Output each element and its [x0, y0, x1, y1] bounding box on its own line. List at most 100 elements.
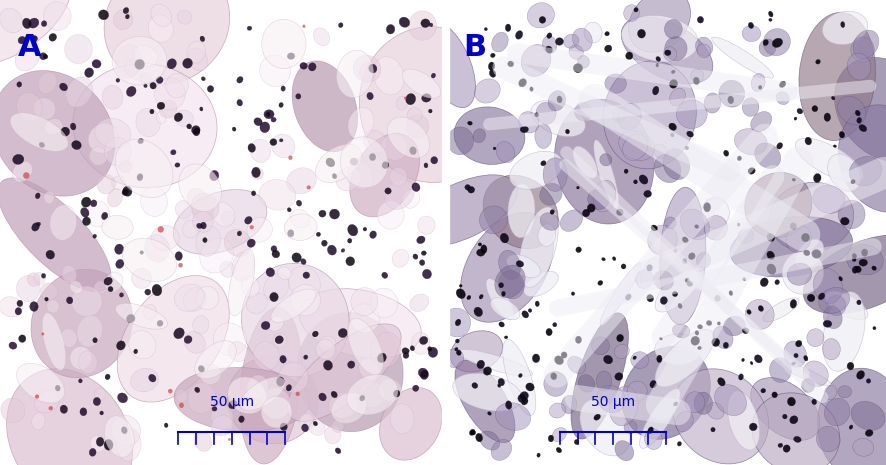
Ellipse shape: [596, 371, 612, 391]
Ellipse shape: [72, 140, 82, 150]
Ellipse shape: [655, 334, 703, 365]
Ellipse shape: [749, 22, 754, 28]
Ellipse shape: [491, 53, 495, 58]
Ellipse shape: [671, 133, 674, 137]
Ellipse shape: [72, 286, 102, 317]
Ellipse shape: [385, 188, 392, 194]
Ellipse shape: [369, 231, 377, 239]
Ellipse shape: [148, 15, 174, 42]
Ellipse shape: [767, 264, 776, 274]
Ellipse shape: [501, 291, 505, 296]
Ellipse shape: [183, 58, 192, 68]
Ellipse shape: [796, 340, 802, 347]
Ellipse shape: [594, 414, 601, 420]
Ellipse shape: [144, 289, 151, 295]
Ellipse shape: [22, 18, 31, 29]
Ellipse shape: [670, 88, 686, 106]
Ellipse shape: [516, 31, 523, 39]
Ellipse shape: [196, 286, 219, 310]
Ellipse shape: [803, 361, 828, 386]
Ellipse shape: [767, 233, 774, 241]
Ellipse shape: [824, 398, 850, 426]
Ellipse shape: [122, 238, 176, 281]
Ellipse shape: [647, 294, 654, 302]
Ellipse shape: [93, 398, 101, 405]
Ellipse shape: [36, 222, 41, 226]
Ellipse shape: [114, 244, 124, 254]
Ellipse shape: [780, 81, 786, 87]
Ellipse shape: [675, 411, 694, 432]
Ellipse shape: [284, 214, 317, 240]
Ellipse shape: [678, 442, 681, 446]
Ellipse shape: [651, 225, 657, 231]
Ellipse shape: [260, 55, 291, 86]
Ellipse shape: [847, 53, 871, 80]
Ellipse shape: [246, 293, 268, 313]
Ellipse shape: [241, 276, 260, 297]
Ellipse shape: [296, 200, 301, 206]
Ellipse shape: [498, 384, 501, 387]
Ellipse shape: [175, 200, 191, 218]
Ellipse shape: [676, 100, 707, 128]
Ellipse shape: [528, 309, 532, 312]
Ellipse shape: [804, 235, 886, 314]
Ellipse shape: [745, 173, 812, 238]
Ellipse shape: [612, 107, 626, 122]
Ellipse shape: [540, 16, 546, 23]
Ellipse shape: [805, 137, 812, 145]
Ellipse shape: [802, 379, 814, 392]
Ellipse shape: [369, 153, 376, 160]
Ellipse shape: [568, 356, 586, 373]
Ellipse shape: [794, 436, 801, 442]
Ellipse shape: [44, 192, 54, 204]
Ellipse shape: [242, 263, 349, 377]
Ellipse shape: [167, 59, 176, 69]
Ellipse shape: [407, 175, 517, 246]
Ellipse shape: [166, 73, 189, 98]
Ellipse shape: [382, 162, 389, 169]
Ellipse shape: [517, 394, 525, 403]
Ellipse shape: [790, 223, 797, 230]
Ellipse shape: [696, 37, 713, 56]
Ellipse shape: [222, 212, 235, 225]
Ellipse shape: [813, 268, 843, 304]
Ellipse shape: [687, 131, 694, 137]
Ellipse shape: [10, 113, 68, 151]
Ellipse shape: [207, 86, 214, 92]
Ellipse shape: [664, 50, 671, 56]
Ellipse shape: [502, 339, 536, 415]
Ellipse shape: [555, 99, 654, 224]
Ellipse shape: [33, 272, 45, 285]
Ellipse shape: [316, 232, 321, 237]
Ellipse shape: [857, 300, 861, 305]
Ellipse shape: [685, 392, 704, 413]
Ellipse shape: [329, 392, 358, 418]
Ellipse shape: [827, 295, 846, 316]
Ellipse shape: [79, 379, 82, 383]
Ellipse shape: [518, 373, 522, 378]
Ellipse shape: [247, 375, 268, 399]
Ellipse shape: [338, 328, 347, 338]
Ellipse shape: [453, 373, 522, 411]
Ellipse shape: [117, 276, 229, 402]
Ellipse shape: [552, 427, 566, 442]
Ellipse shape: [211, 415, 233, 436]
Ellipse shape: [816, 60, 820, 64]
Ellipse shape: [682, 259, 687, 264]
Ellipse shape: [685, 278, 690, 283]
Ellipse shape: [0, 178, 111, 292]
Ellipse shape: [563, 34, 579, 48]
Ellipse shape: [429, 109, 432, 113]
Ellipse shape: [271, 134, 295, 158]
Ellipse shape: [423, 269, 431, 279]
Ellipse shape: [175, 113, 183, 121]
Ellipse shape: [659, 338, 663, 340]
Ellipse shape: [200, 36, 205, 41]
Ellipse shape: [855, 110, 860, 116]
Ellipse shape: [479, 294, 483, 299]
Ellipse shape: [455, 339, 459, 343]
Ellipse shape: [409, 147, 416, 155]
Ellipse shape: [838, 385, 851, 398]
Ellipse shape: [93, 338, 97, 343]
Ellipse shape: [841, 217, 849, 225]
